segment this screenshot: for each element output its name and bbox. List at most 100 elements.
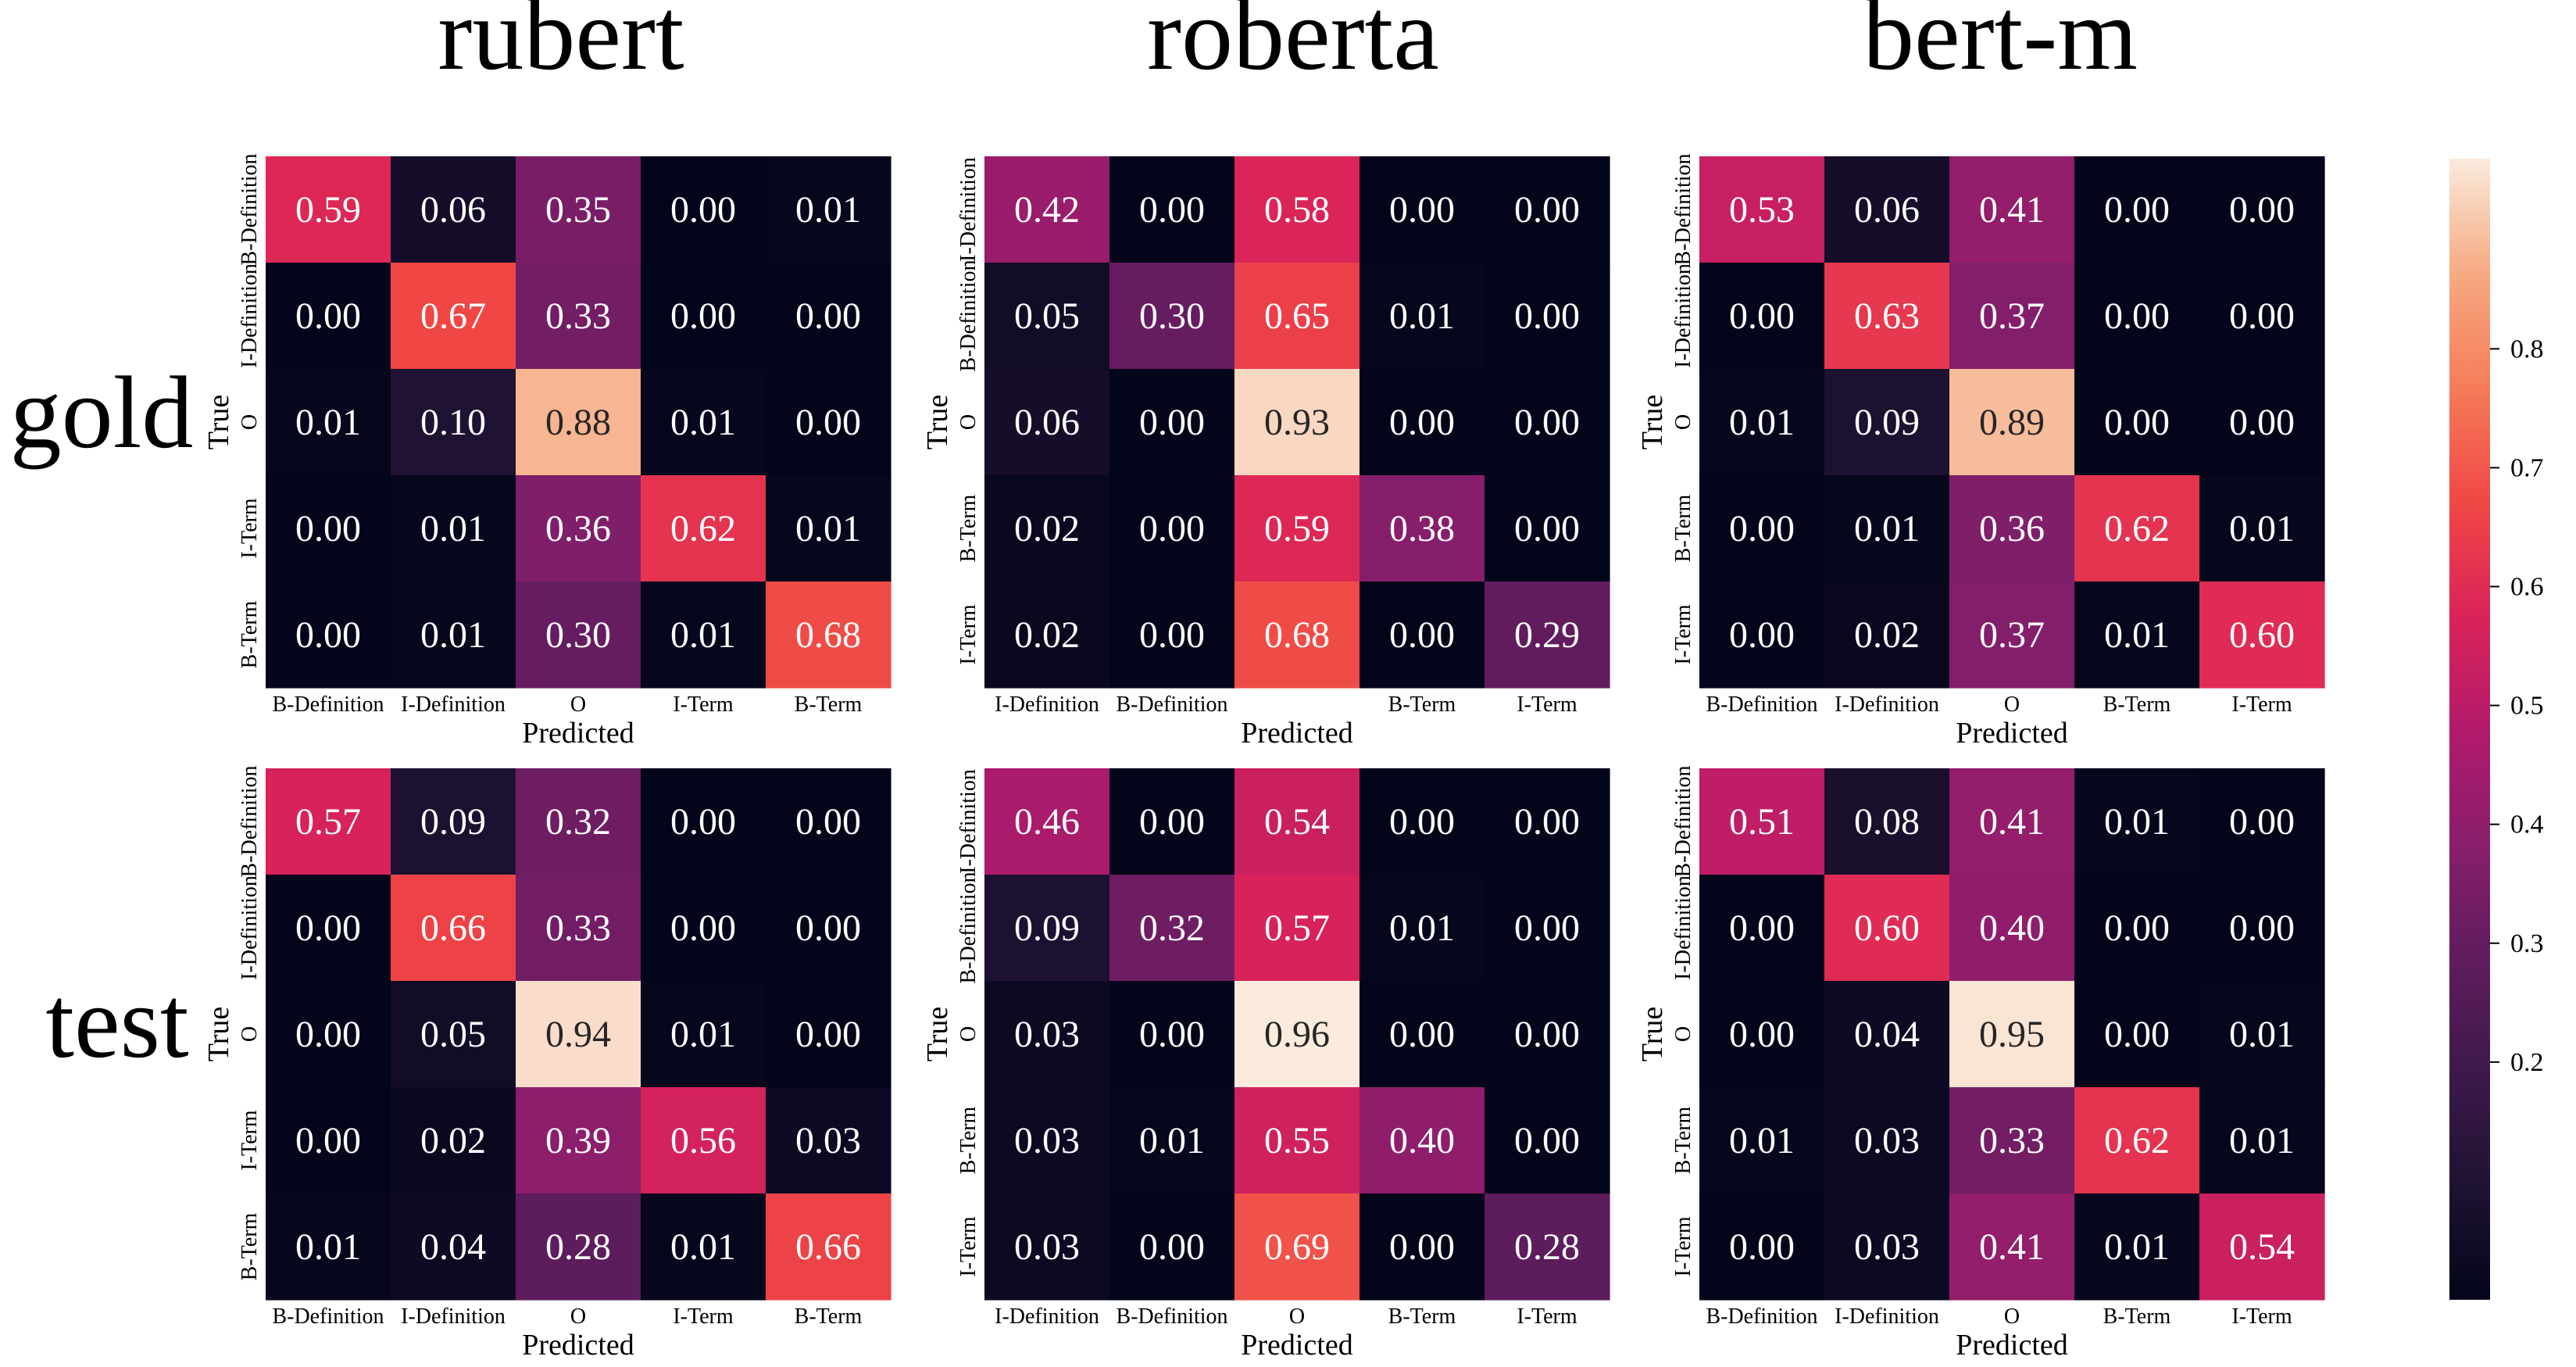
heatmap-cell	[1949, 768, 2075, 875]
heatmap-cell	[1234, 981, 1360, 1088]
heatmap-cell	[2074, 875, 2200, 982]
cell-value-label: 0.01	[795, 508, 861, 549]
cell-value-label: 0.00	[1729, 1014, 1795, 1055]
y-tick-label: I-Term	[956, 604, 981, 665]
x-tick-label: I-Term	[673, 692, 734, 717]
heatmap-cell	[266, 369, 391, 476]
heatmap-cell	[516, 156, 641, 263]
heatmap-cell	[2074, 263, 2200, 370]
colorbar-ticks: 0.2 0.3 0.4 0.5 0.6 0.7 0.8	[2490, 335, 2544, 1077]
cell-value-label: 0.00	[670, 801, 736, 843]
cell-value-label: 0.00	[2229, 801, 2295, 843]
colorbar-tick-label: 0.3	[2510, 929, 2544, 958]
cell-value-label: 0.36	[545, 508, 611, 549]
heatmap-cell	[1699, 582, 1825, 689]
y-tick-label: I-Term	[238, 1110, 262, 1171]
y-tick-label: B-Term	[238, 1212, 262, 1280]
cell-value-label: 0.62	[2104, 1120, 2170, 1161]
heatmap-cell	[766, 475, 891, 582]
heatmap-cell	[1699, 981, 1825, 1088]
cell-value-label: 0.57	[1264, 907, 1330, 949]
x-tick-label: B-Term	[1388, 692, 1456, 717]
colorbar-tick-label: 0.7	[2510, 453, 2544, 482]
cell-value-label: 0.00	[295, 1014, 361, 1055]
heatmap-cell	[1824, 263, 1950, 370]
cell-value-label: 0.00	[1389, 402, 1455, 443]
heatmap-cell	[1359, 156, 1485, 263]
heatmap-cell	[391, 582, 516, 689]
col-title-roberta: roberta	[1147, 0, 1439, 91]
heatmap-cell	[1824, 981, 1950, 1088]
y-tick-label: B-Term	[238, 600, 262, 668]
heatmap-cell	[641, 1193, 766, 1301]
cell-value-label: 0.00	[795, 907, 861, 949]
y-axis-label: True	[1636, 1007, 1669, 1061]
heatmap-cell	[516, 582, 641, 689]
cell-value-label: 0.33	[1979, 1120, 2045, 1161]
heatmap-cell	[1699, 369, 1825, 476]
y-axis-label: True	[1636, 395, 1669, 449]
x-tick-label: I-Term	[1517, 1304, 1577, 1329]
heatmap-cell	[1359, 1193, 1485, 1301]
cell-value-label: 0.28	[1514, 1226, 1580, 1268]
cell-value-label: 0.00	[1729, 508, 1795, 549]
heatmap-cell	[391, 981, 516, 1088]
cell-value-label: 0.03	[1854, 1226, 1920, 1268]
heatmap-cell	[2199, 582, 2325, 689]
cell-value-label: 0.01	[2229, 1014, 2295, 1055]
y-axis-label: True	[921, 1007, 954, 1061]
heatmap-cell	[1359, 263, 1485, 370]
cell-value-label: 0.32	[1139, 907, 1205, 949]
cell-value-label: 0.00	[795, 295, 861, 337]
cell-value-label: 0.00	[2229, 295, 2295, 337]
x-tick-label: B-Definition	[272, 692, 384, 717]
cell-value-label: 0.38	[1389, 508, 1455, 549]
x-tick-label: O	[570, 692, 586, 717]
cell-value-label: 0.60	[1854, 907, 1920, 949]
heatmap-cell	[1699, 875, 1825, 982]
heatmap-cell	[1359, 582, 1485, 689]
heatmap-cell	[391, 369, 516, 476]
heatmap-cell	[1824, 768, 1950, 875]
cell-value-label: 0.33	[545, 907, 611, 949]
x-axis-label: Predicted	[1241, 1329, 1353, 1362]
cell-value-label: 0.09	[1854, 402, 1920, 443]
cell-value-label: 0.00	[1729, 1226, 1795, 1268]
cell-value-label: 0.10	[420, 402, 486, 443]
cell-value-label: 0.03	[795, 1120, 861, 1161]
cell-value-label: 0.96	[1264, 1014, 1330, 1055]
cell-value-label: 0.00	[1514, 402, 1580, 443]
heatmap-cell	[1485, 475, 1610, 582]
cell-value-label: 0.37	[1979, 295, 2045, 337]
y-axis-label: True	[921, 395, 954, 449]
y-tick-label: O	[1671, 1026, 1695, 1042]
heatmap-cell	[266, 981, 391, 1088]
y-tick-label: B-Term	[1671, 494, 1695, 562]
cell-value-label: 0.57	[295, 801, 361, 843]
cell-value-label: 0.03	[1014, 1120, 1080, 1161]
heatmap-cell	[391, 768, 516, 875]
heatmap-cell	[2199, 1193, 2325, 1301]
cell-value-label: 0.00	[1389, 801, 1455, 843]
heatmap-cell	[1949, 1193, 2075, 1301]
y-tick-label: O	[956, 414, 981, 430]
x-tick-label: I-Definition	[995, 692, 1099, 717]
cell-value-label: 0.01	[2229, 1120, 2295, 1161]
heatmap-cell	[266, 875, 391, 982]
colorbar-tick-label: 0.8	[2510, 335, 2544, 363]
x-tick-label: B-Term	[795, 1304, 863, 1329]
cell-value-label: 0.55	[1264, 1120, 1330, 1161]
cell-value-label: 0.53	[1729, 189, 1795, 231]
y-tick-label: O	[238, 414, 262, 430]
cell-value-label: 0.00	[1139, 508, 1205, 549]
cell-value-label: 0.01	[1854, 508, 1920, 549]
heatmap-cell	[391, 1193, 516, 1301]
x-tick-label: B-Term	[2103, 1304, 2171, 1329]
cell-value-label: 0.00	[295, 295, 361, 337]
heatmap-cell	[516, 263, 641, 370]
x-tick-label: B-Definition	[1116, 1304, 1227, 1329]
heatmap-gold-rubert: 0.59 0.06 0.35 0.00 0.01 0.00 0.67 0.33 0.00 0.00…	[202, 153, 891, 750]
heatmap-cell	[1359, 369, 1485, 476]
heatmap-cell	[1824, 875, 1950, 982]
